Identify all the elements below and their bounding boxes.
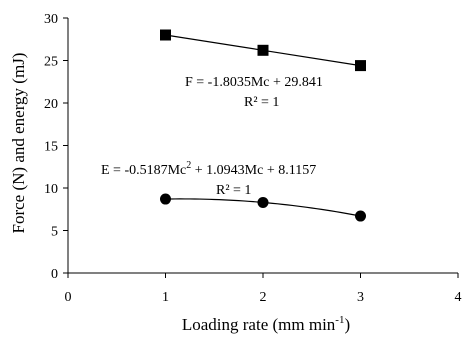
y-tick-label: 0 bbox=[51, 267, 58, 282]
y-tick-label: 25 bbox=[44, 55, 58, 70]
y-tick-label: 20 bbox=[44, 97, 58, 112]
plot-area: 0 5 10 15 20 25 30 0 1 2 3 4 bbox=[44, 12, 462, 305]
energy-data-point bbox=[355, 210, 366, 222]
x-axis-title-superscript: -1 bbox=[335, 314, 344, 326]
energy-r2: R² = 1 bbox=[216, 183, 251, 198]
y-tick-label: 15 bbox=[44, 140, 58, 155]
x-tick-label: 1 bbox=[162, 290, 169, 305]
x-axis-title: Loading rate (mm min-1) bbox=[182, 314, 350, 334]
x-tick-label: 3 bbox=[357, 290, 364, 305]
force-data-point bbox=[160, 29, 171, 41]
force-data-point bbox=[355, 60, 366, 72]
force-equation: F = -1.8035Mc + 29.841 bbox=[185, 75, 323, 90]
energy-data-point bbox=[257, 196, 269, 208]
y-tick-label: 30 bbox=[44, 12, 58, 27]
x-tick-label: 2 bbox=[260, 290, 267, 305]
y-tick-label: 10 bbox=[44, 182, 58, 197]
y-tick-label: 5 bbox=[51, 225, 58, 240]
x-tick-label: 4 bbox=[455, 290, 462, 305]
energy-equation: E = -0.5187Mc2 + 1.0943Mc + 8.1157 bbox=[101, 160, 316, 178]
force-data-point bbox=[257, 44, 269, 56]
y-axis-title: Force (N) and energy (mJ) bbox=[9, 53, 28, 234]
energy-data-point bbox=[160, 193, 171, 205]
x-tick-label: 0 bbox=[65, 290, 72, 305]
force-r2: R² = 1 bbox=[244, 95, 279, 110]
